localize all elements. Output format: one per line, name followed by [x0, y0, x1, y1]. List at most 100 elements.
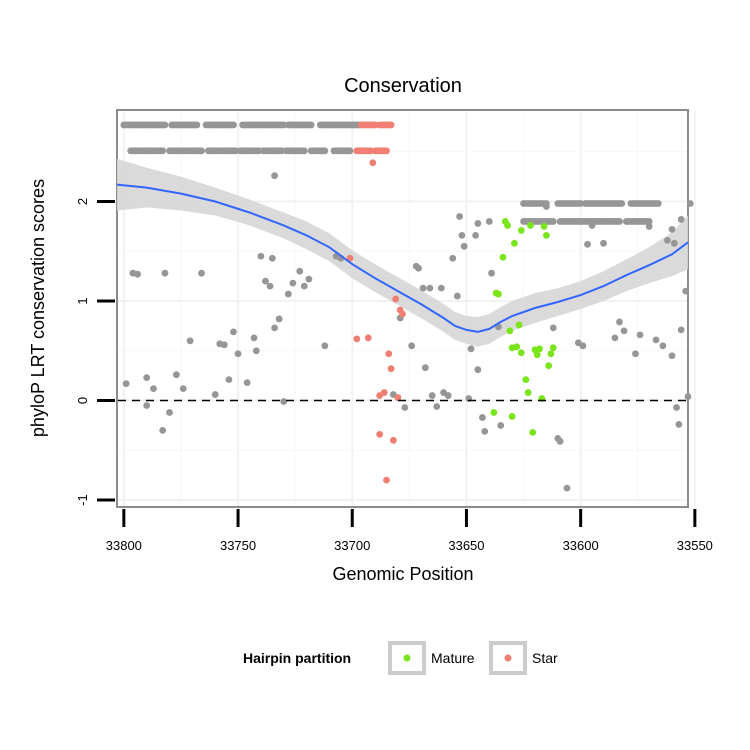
point-other: [456, 213, 463, 220]
point-other: [275, 315, 283, 323]
y-axis-label: phyloP LRT conservation scores: [28, 179, 48, 437]
point-star: [353, 335, 361, 343]
confidence-band: [117, 158, 688, 347]
point-other: [401, 404, 409, 411]
point-star: [346, 254, 354, 262]
x-tick-label: 33800: [106, 538, 142, 553]
point-mature: [506, 327, 514, 335]
point-other: [257, 252, 265, 260]
point-other: [433, 403, 441, 410]
point-other: [271, 172, 278, 180]
point-other: [453, 292, 461, 300]
smooth-line: [116, 183, 689, 333]
point-other: [150, 385, 157, 392]
point-other: [234, 350, 242, 358]
point-mature: [508, 413, 516, 420]
point-other: [179, 385, 187, 392]
legend-title: Hairpin partition: [243, 650, 351, 666]
point-star: [387, 365, 395, 373]
point-mature: [499, 253, 507, 261]
legend-swatch-mature: [403, 654, 411, 662]
point-other: [600, 239, 607, 247]
y-tick-label: 1: [75, 297, 90, 304]
point-mature: [513, 343, 521, 351]
point-other: [579, 342, 587, 350]
point-other: [668, 352, 676, 360]
chart-title: Conservation: [344, 75, 462, 97]
point-other: [159, 147, 167, 155]
point-other: [211, 391, 219, 398]
legend-label-mature: Mature: [431, 650, 475, 666]
point-mature: [504, 222, 511, 229]
point-mature: [549, 344, 557, 352]
point-other: [659, 342, 667, 350]
point-other: [474, 366, 482, 374]
point-star: [392, 295, 400, 303]
point-other: [654, 200, 662, 207]
point-mature: [547, 350, 555, 358]
point-mature: [540, 223, 548, 230]
point-other: [611, 334, 619, 342]
point-other: [645, 223, 653, 230]
point-mature: [511, 239, 518, 247]
point-mature: [545, 362, 553, 370]
point-other: [670, 239, 678, 247]
point-other: [161, 269, 169, 277]
confidence-band-area: [117, 158, 688, 347]
point-star: [383, 476, 390, 484]
point-other: [262, 277, 269, 285]
y-axis: -1 0 1 2: [75, 198, 115, 506]
point-star: [394, 394, 402, 401]
point-other: [193, 121, 201, 129]
point-other: [305, 275, 313, 283]
point-mature: [522, 376, 530, 384]
point-star: [364, 334, 372, 342]
point-other: [668, 225, 676, 233]
point-other: [122, 380, 130, 388]
point-mature: [536, 345, 543, 353]
point-other: [300, 282, 308, 290]
point-other: [549, 324, 557, 332]
point-other: [467, 345, 475, 353]
grid-lines: [118, 111, 696, 506]
point-other: [252, 347, 260, 355]
point-other: [636, 331, 644, 339]
point-other: [296, 267, 304, 275]
point-other: [437, 284, 445, 292]
point-other: [472, 231, 479, 239]
point-mature: [529, 428, 537, 436]
point-other: [186, 337, 194, 345]
point-star: [385, 350, 393, 358]
plot-panel: [116, 109, 696, 508]
point-other: [474, 220, 482, 227]
point-other: [225, 376, 233, 384]
point-other: [449, 254, 457, 262]
y-tick-label: 0: [75, 397, 90, 404]
point-other: [479, 414, 486, 421]
point-other: [321, 342, 329, 350]
point-other: [268, 254, 276, 262]
point-other: [321, 147, 329, 155]
point-other: [143, 402, 151, 409]
legend: Hairpin partition Mature Star: [243, 641, 558, 675]
point-other: [280, 398, 288, 405]
point-star: [376, 430, 384, 438]
point-other: [616, 318, 623, 326]
legend-label-star: Star: [532, 650, 558, 666]
y-tick-label: -1: [75, 494, 90, 506]
point-other: [266, 282, 274, 290]
point-other: [616, 218, 623, 225]
point-other: [458, 231, 466, 239]
y-tick-label: 2: [75, 198, 90, 205]
point-other: [652, 336, 660, 344]
point-other: [284, 290, 292, 298]
point-other: [161, 121, 169, 129]
point-mature: [515, 321, 523, 329]
point-mature: [527, 222, 534, 229]
point-other: [243, 379, 251, 387]
point-other: [618, 200, 626, 207]
point-other: [664, 236, 671, 244]
point-other: [250, 334, 258, 342]
x-tick-label: 33600: [563, 538, 599, 553]
